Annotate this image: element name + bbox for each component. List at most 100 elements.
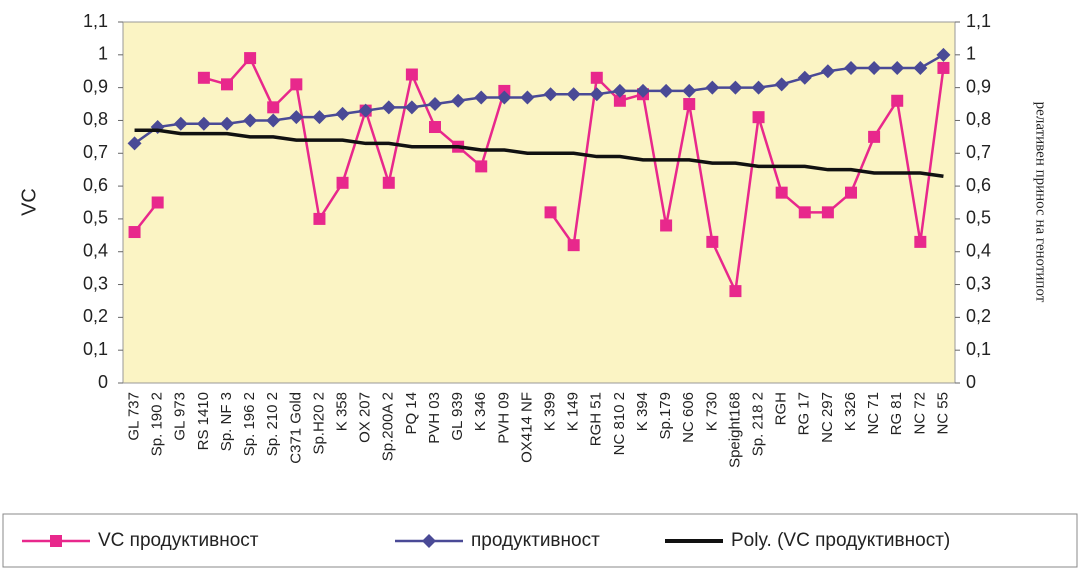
point [497, 90, 512, 105]
y-tick-label: 0,9 [83, 76, 108, 96]
x-tick-label: K 394 [634, 392, 651, 431]
x-tick-label: Speight168 [726, 392, 743, 468]
point [336, 176, 349, 189]
point [936, 47, 951, 62]
point [752, 111, 765, 124]
y-tick-label: 1,1 [83, 11, 108, 31]
point [405, 68, 418, 81]
point [613, 94, 626, 107]
point [243, 113, 258, 128]
plot-area [122, 21, 956, 384]
y-tick-label: 0,3 [83, 273, 108, 293]
y2-tick-label: 0,4 [966, 240, 991, 260]
point [313, 212, 326, 225]
y2-tick-label: 0,7 [966, 142, 991, 162]
y-tick-label: 0,5 [83, 208, 108, 228]
point [475, 160, 488, 173]
x-tick-label: Sp. 196 2 [241, 392, 258, 456]
point [682, 83, 697, 98]
y2-tick-label: 0,2 [966, 306, 991, 326]
point [891, 94, 904, 107]
point [150, 120, 165, 135]
y2-tick-label: 0,9 [966, 76, 991, 96]
point [429, 121, 441, 134]
point [868, 130, 881, 143]
legend-marker [422, 534, 436, 548]
y-tick-label: 0,7 [83, 142, 108, 162]
x-tick-label: Sp. 210 2 [264, 392, 281, 456]
x-tick-label: GL 973 [172, 392, 189, 441]
x-tick-label: Sp.179 [657, 392, 674, 440]
x-tick-label: K 346 [472, 392, 489, 431]
point [220, 116, 234, 131]
point [612, 83, 627, 98]
x-tick-label: PQ 14 [403, 392, 420, 435]
y2-tick-label: 0,6 [966, 175, 991, 195]
y2-tick-label: 0,1 [966, 339, 991, 359]
point [821, 206, 834, 219]
x-tick-label: OX414 NF [518, 392, 535, 463]
x-tick-label: NC 297 [819, 392, 836, 443]
y2-axis-label: релативен принос на генотипот [1033, 102, 1049, 303]
x-tick-label: GL 939 [449, 392, 466, 441]
y-axis-label: VC [18, 188, 40, 216]
point [244, 52, 257, 65]
point [451, 93, 466, 108]
y-tick-label: 1 [98, 44, 108, 64]
legend-label: продуктивност [471, 530, 600, 551]
x-tick-label: C371 Gold [287, 392, 304, 464]
y-tick-label: 0,4 [83, 240, 108, 260]
point [290, 78, 303, 91]
point [706, 235, 719, 248]
point [520, 90, 535, 105]
y2-tick-label: 1,1 [966, 11, 991, 31]
point [428, 97, 442, 112]
point [636, 83, 650, 98]
x-tick-label: RG 17 [796, 392, 813, 435]
point [151, 196, 164, 209]
point [797, 70, 812, 85]
y2-tick-label: 0 [966, 372, 976, 392]
point [289, 110, 304, 125]
point [660, 219, 673, 232]
x-tick-label: PVH 03 [426, 392, 443, 444]
point [774, 77, 789, 92]
x-tick-label: RGH [773, 392, 790, 425]
x-tick-label: K 730 [703, 392, 720, 431]
legend-marker [50, 535, 62, 547]
point [683, 98, 696, 111]
point [566, 87, 581, 102]
x-tick-label: Sp. 190 2 [149, 392, 166, 456]
x-tick-label: K 399 [542, 392, 559, 431]
x-tick-label: OX 207 [357, 392, 374, 443]
point [728, 80, 743, 95]
x-tick-label: Sp. 218 2 [750, 392, 767, 456]
point [474, 90, 489, 105]
x-tick-label: K 149 [565, 392, 582, 431]
point [267, 101, 280, 114]
y-tick-label: 0,2 [83, 306, 108, 326]
point [705, 80, 720, 95]
x-tick-label: K 326 [842, 392, 859, 431]
x-tick-label: RG 81 [888, 392, 905, 435]
y2-tick-label: 0,3 [966, 273, 991, 293]
legend-label: VC продуктивност [98, 530, 259, 551]
x-tick-label: NC 71 [865, 392, 882, 435]
point [589, 87, 604, 102]
point [312, 110, 327, 125]
x-tick-label: PVH 09 [495, 392, 512, 444]
point [845, 186, 857, 199]
point [266, 113, 281, 128]
y2-tick-label: 1 [966, 44, 976, 64]
legend-label: Poly. (VC продуктивност) [731, 530, 950, 551]
x-tick-label: Sp.H20 2 [310, 392, 327, 455]
point [890, 60, 905, 75]
point [382, 176, 395, 189]
point [820, 64, 835, 79]
point [590, 71, 603, 84]
point [567, 239, 580, 252]
point [544, 206, 557, 219]
point [729, 285, 742, 298]
x-tick-label: RS 1410 [195, 392, 212, 450]
point [404, 100, 419, 115]
